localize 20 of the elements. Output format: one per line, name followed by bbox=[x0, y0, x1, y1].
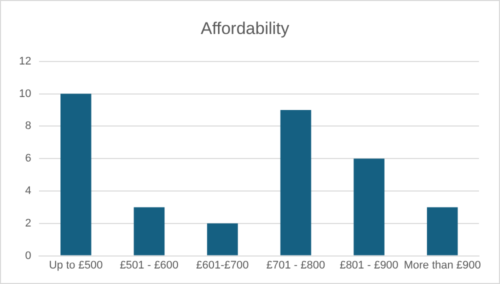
y-tick-label: 10 bbox=[18, 88, 32, 100]
bar bbox=[354, 158, 384, 256]
x-tick-label: £601-£700 bbox=[196, 259, 249, 272]
y-tick-label: 12 bbox=[18, 55, 32, 68]
y-tick-label: 6 bbox=[25, 152, 32, 165]
x-tick-label: More than £900 bbox=[404, 259, 481, 272]
y-tick-label: 0 bbox=[25, 250, 32, 262]
chart-title: Affordability bbox=[200, 18, 290, 38]
bar bbox=[60, 94, 92, 256]
x-tick-label: £501 - £600 bbox=[120, 259, 179, 272]
x-tick-label: £701 - £800 bbox=[266, 259, 326, 272]
bar bbox=[280, 110, 312, 256]
y-tick-label: 4 bbox=[25, 185, 32, 198]
bar bbox=[134, 207, 165, 256]
x-tick-label: Up to £500 bbox=[48, 259, 103, 272]
y-tick-label: 2 bbox=[25, 217, 32, 230]
bar bbox=[426, 207, 458, 256]
bar bbox=[207, 223, 238, 256]
y-tick-label: 8 bbox=[25, 120, 32, 132]
x-tick-label: £801 - £900 bbox=[340, 259, 398, 272]
